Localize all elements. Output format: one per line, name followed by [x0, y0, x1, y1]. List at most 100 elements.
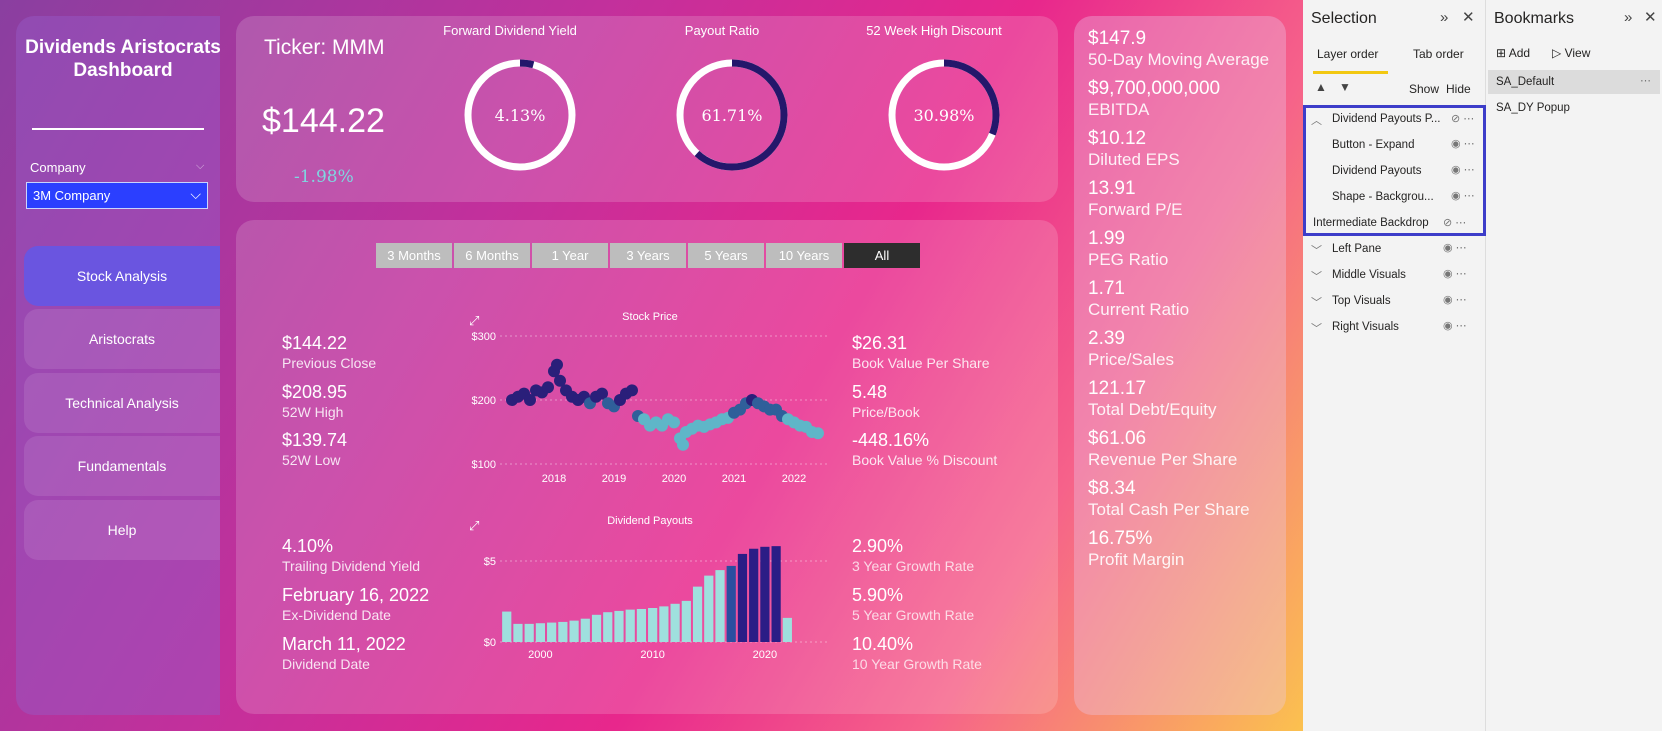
expand-icon[interactable]: ⤢: [469, 518, 480, 533]
stat-label: Price/Book: [852, 404, 920, 420]
side-stat-label: Revenue Per Share: [1088, 450, 1238, 469]
close-icon[interactable]: ✕: [1644, 9, 1657, 26]
range-button[interactable]: 1 Year: [532, 243, 608, 268]
date-range-slicer: 3 Months 6 Months 1 Year 3 Years 5 Years…: [376, 243, 920, 268]
range-button[interactable]: 6 Months: [454, 243, 530, 268]
bookmark-item[interactable]: SA_DY Popup: [1496, 102, 1570, 114]
dividend-chart-title: Dividend Payouts: [607, 515, 693, 527]
dividend-bar: [704, 575, 714, 642]
nav-stock-analysis[interactable]: Stock Analysis: [24, 246, 220, 306]
y-tick-label: $0: [484, 637, 496, 649]
eye-icon[interactable]: ◉ ⋯: [1443, 242, 1467, 254]
side-stat: $147.9 50-Day Moving Average: [1088, 28, 1269, 70]
side-stat-value: $147.9: [1088, 28, 1147, 49]
layer-item[interactable]: Shape - Backgrou...: [1332, 191, 1434, 203]
chevron-down-icon[interactable]: ﹀: [1311, 245, 1322, 257]
layer-item[interactable]: Top Visuals: [1332, 295, 1391, 307]
dividend-bar: [636, 608, 647, 642]
selection-pane: Selection » ✕ Layer order Tab order ▲ ▼ …: [1303, 0, 1486, 731]
eye-icon[interactable]: ◉ ⋯: [1443, 320, 1467, 332]
eye-icon[interactable]: ◉ ⋯: [1451, 164, 1475, 176]
add-bookmark-button[interactable]: ⊞ Add: [1496, 46, 1530, 60]
more-options-icon[interactable]: ⋯: [1640, 75, 1651, 87]
chevron-down-icon[interactable]: ﹀: [1311, 271, 1322, 283]
nav-fundamentals[interactable]: Fundamentals: [24, 436, 220, 496]
stat-label: Previous Close: [282, 355, 377, 371]
right-card: [1074, 16, 1286, 715]
ticker-label: Ticker: MMM: [264, 36, 385, 59]
company-select[interactable]: 3M Company ⌵: [26, 182, 208, 209]
dividend-bar: [692, 586, 703, 642]
stock-price-chart: $300 $200 $100 2018 2019 2020 2021 2022: [472, 331, 830, 485]
eye-icon[interactable]: ◉ ⋯: [1443, 294, 1467, 306]
stat-value: $26.31: [852, 333, 908, 353]
stat-52w-low: $139.74 52W Low: [282, 430, 347, 468]
side-stat-label: Total Cash Per Share: [1088, 500, 1250, 519]
gauge-payout-ratio: [676, 59, 788, 171]
gauge-dividend-yield: [464, 59, 576, 171]
bookmark-item[interactable]: SA_Default: [1496, 76, 1555, 88]
dividend-bar: [771, 546, 781, 642]
chevron-down-icon[interactable]: ⌵: [196, 160, 205, 172]
eye-hidden-icon[interactable]: ⊘ ⋯: [1451, 113, 1475, 125]
side-stat-label: EBITDA: [1088, 100, 1150, 119]
eye-icon[interactable]: ◉ ⋯: [1443, 268, 1467, 280]
range-button[interactable]: 10 Years: [766, 243, 842, 268]
range-button-active[interactable]: All: [844, 243, 920, 268]
dividend-bar: [547, 622, 557, 642]
side-stat: 1.71 Current Ratio: [1088, 278, 1189, 320]
hide-all-button[interactable]: Hide: [1446, 82, 1471, 96]
view-bookmark-button[interactable]: ▷ View: [1552, 46, 1590, 60]
current-price: $144.22: [262, 102, 385, 140]
layer-item[interactable]: Button - Expand: [1332, 139, 1415, 151]
eye-hidden-icon[interactable]: ⊘ ⋯: [1443, 217, 1467, 229]
company-select-value: 3M Company: [33, 188, 111, 203]
gauge-value: 4.13%: [494, 106, 546, 125]
range-button[interactable]: 3 Years: [610, 243, 686, 268]
layer-item[interactable]: Left Pane: [1332, 243, 1382, 255]
collapse-pane-icon[interactable]: »: [1624, 9, 1633, 26]
side-stat-value: $61.06: [1088, 428, 1147, 449]
chevron-down-icon[interactable]: ﹀: [1311, 297, 1322, 309]
layer-item[interactable]: Dividend Payouts P...: [1332, 113, 1441, 125]
show-all-button[interactable]: Show: [1409, 82, 1440, 96]
y-tick-label: $5: [484, 556, 496, 568]
gauge-title: Forward Dividend Yield: [443, 23, 577, 38]
move-down-icon[interactable]: ▼: [1339, 80, 1351, 94]
x-tick-label: 2020: [662, 473, 686, 485]
eye-icon[interactable]: ◉ ⋯: [1451, 138, 1475, 150]
bookmark-selected-bg: [1488, 70, 1660, 94]
layer-item[interactable]: Middle Visuals: [1332, 269, 1406, 281]
tab-layer-order[interactable]: Layer order: [1317, 47, 1379, 61]
nav-technical-analysis[interactable]: Technical Analysis: [24, 373, 220, 433]
collapse-pane-icon[interactable]: »: [1440, 9, 1449, 26]
price-point: [668, 416, 680, 429]
side-stat-value: 1.71: [1088, 278, 1125, 299]
eye-icon[interactable]: ◉ ⋯: [1451, 190, 1475, 202]
dividend-bar: [603, 612, 613, 642]
range-button[interactable]: 5 Years: [688, 243, 764, 268]
tab-tab-order[interactable]: Tab order: [1413, 47, 1464, 61]
side-stat: $10.12 Diluted EPS: [1088, 128, 1180, 170]
stat-label: Book Value % Discount: [852, 452, 998, 468]
layer-item[interactable]: Dividend Payouts: [1332, 165, 1422, 177]
layer-item[interactable]: Intermediate Backdrop: [1313, 217, 1429, 229]
close-icon[interactable]: ✕: [1462, 9, 1475, 26]
chevron-down-icon[interactable]: ﹀: [1311, 323, 1322, 335]
nav-aristocrats[interactable]: Aristocrats: [24, 309, 220, 369]
stat-value: -448.16%: [852, 430, 930, 450]
side-stat: 16.75% Profit Margin: [1088, 528, 1184, 570]
side-stat: 13.91 Forward P/E: [1088, 178, 1182, 220]
layer-item[interactable]: Right Visuals: [1332, 321, 1399, 333]
expand-icon[interactable]: ⤢: [469, 313, 480, 328]
side-stat-label: Current Ratio: [1088, 300, 1190, 319]
range-button[interactable]: 3 Months: [376, 243, 452, 268]
gauge-value: 61.71%: [701, 106, 763, 125]
chevron-up-icon[interactable]: ︿: [1311, 115, 1322, 127]
dividend-bar: [749, 548, 759, 642]
move-up-icon[interactable]: ▲: [1315, 80, 1327, 94]
stat-label: 52W High: [282, 404, 344, 420]
view-label: View: [1564, 46, 1591, 60]
nav-help[interactable]: Help: [24, 500, 220, 560]
side-stat: 121.17 Total Debt/Equity: [1088, 378, 1217, 420]
